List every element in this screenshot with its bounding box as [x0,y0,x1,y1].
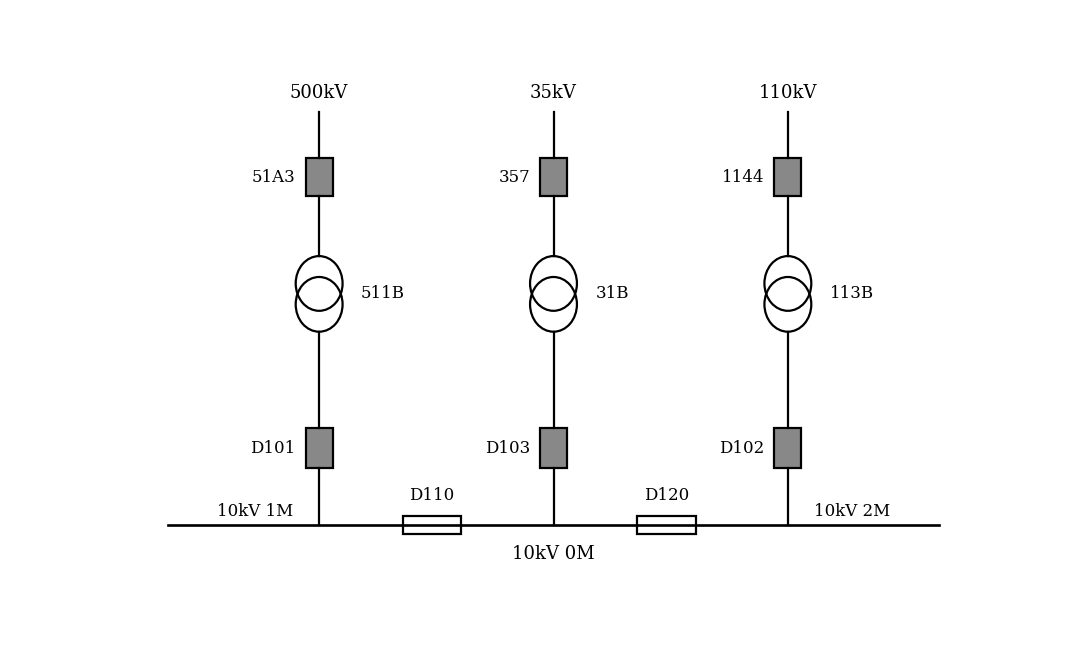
Text: D103: D103 [485,439,530,457]
Text: 10kV 2M: 10kV 2M [814,503,890,520]
Text: 10kV 0M: 10kV 0M [512,545,595,563]
Text: D102: D102 [719,439,765,457]
Text: 51A3: 51A3 [252,169,296,185]
Bar [540,158,567,196]
Text: 511B: 511B [361,286,405,302]
Text: 113B: 113B [829,286,874,302]
Text: D101: D101 [251,439,296,457]
Text: 31B: 31B [595,286,629,302]
Bar [403,517,461,534]
Text: D120: D120 [644,487,689,504]
Bar [774,158,801,196]
Bar [306,428,333,468]
Bar [637,517,696,534]
Text: 357: 357 [498,169,530,185]
Bar [774,428,801,468]
Text: 10kV 1M: 10kV 1M [217,503,293,520]
Text: 35kV: 35kV [530,85,577,103]
Text: 500kV: 500kV [289,85,349,103]
Text: 1144: 1144 [721,169,765,185]
Bar [540,428,567,468]
Text: D110: D110 [409,487,455,504]
Bar [306,158,333,196]
Text: 110kV: 110kV [758,85,818,103]
